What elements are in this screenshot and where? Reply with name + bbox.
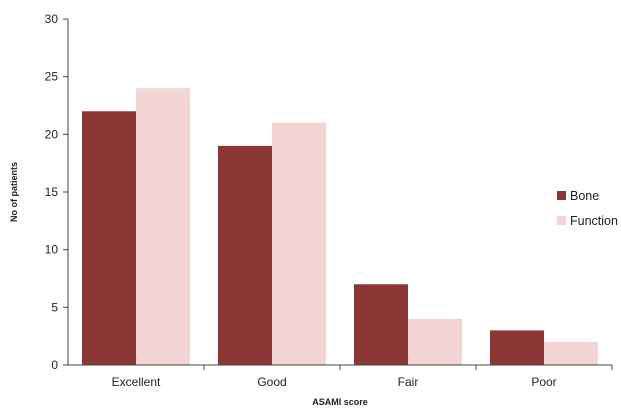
- bar-bone: [218, 145, 272, 365]
- y-tick-label: 10: [45, 243, 59, 257]
- legend-label-function: Function: [570, 214, 618, 228]
- y-tick-label: 25: [45, 70, 59, 84]
- bar-bone: [490, 330, 544, 365]
- x-ticks: Excellent Good Fair Poor: [112, 365, 613, 389]
- x-tick-label: Fair: [398, 375, 419, 389]
- y-tick-label: 15: [45, 185, 59, 199]
- legend-swatch-bone: [557, 191, 566, 200]
- y-tick-label: 30: [45, 12, 59, 26]
- bar-function: [544, 341, 598, 365]
- legend: Bone Function: [557, 189, 618, 228]
- y-ticks: 0 5 10 15 20 25 30: [45, 12, 68, 372]
- x-tick-label: Poor: [531, 375, 556, 389]
- y-axis-title: No of patients: [9, 162, 19, 222]
- bar-function: [136, 88, 190, 365]
- bar-bone: [354, 284, 408, 365]
- x-tick-label: Good: [257, 375, 286, 389]
- x-axis-title: ASAMI score: [312, 397, 368, 407]
- y-tick-label: 0: [51, 358, 58, 372]
- x-tick-label: Excellent: [112, 375, 161, 389]
- legend-swatch-function: [557, 216, 566, 225]
- y-tick-label: 20: [45, 127, 59, 141]
- legend-label-bone: Bone: [570, 189, 599, 203]
- bar-function: [272, 122, 326, 365]
- bar-bone: [82, 111, 136, 366]
- y-tick-label: 5: [51, 300, 58, 314]
- bars-layer: [82, 88, 598, 366]
- bar-function: [408, 318, 462, 365]
